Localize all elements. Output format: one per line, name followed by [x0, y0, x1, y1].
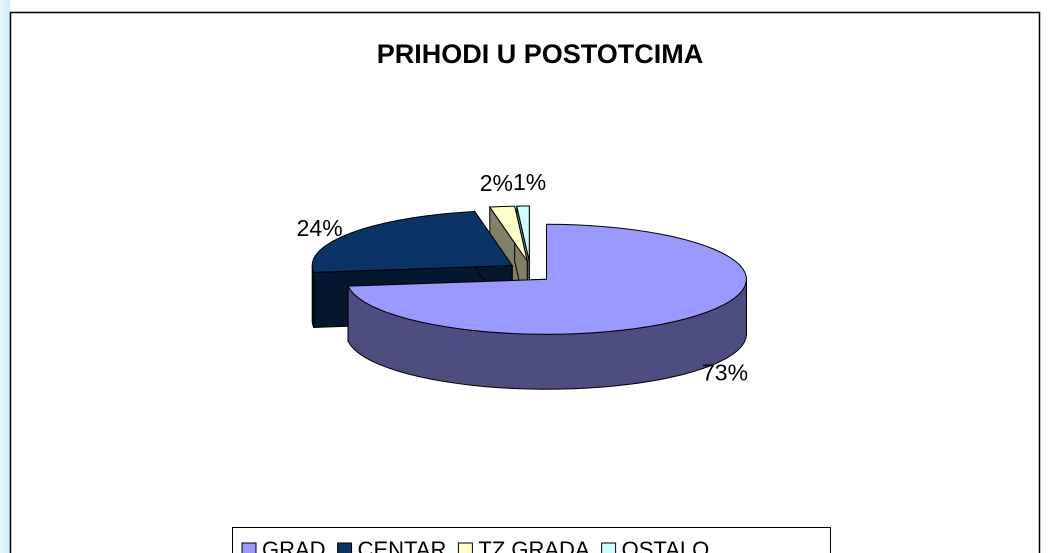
legend: GRAD CENTAR TZ GRADA OSTALO [241, 537, 710, 553]
slice [311, 210, 514, 273]
data-label: 2% [480, 170, 513, 196]
pie: 73% 24% 2% 1% [297, 169, 748, 390]
slice [347, 223, 747, 335]
legend-swatch [601, 542, 617, 553]
legend-label: GRAD [262, 537, 326, 553]
slice [488, 205, 528, 262]
legend-label: OSTALO [622, 537, 710, 553]
data-label: 24% [297, 215, 343, 241]
side-strip [0, 0, 10, 553]
slice-side [311, 265, 315, 328]
chart-title: PRIHODI U POSTOTCIMA [377, 39, 704, 69]
legend-box [232, 527, 831, 553]
legend-swatch [457, 542, 473, 553]
slice [516, 205, 530, 262]
data-label: 1% [513, 169, 546, 195]
legend-label: TZ GRADA [478, 537, 590, 553]
legend-label: CENTAR [358, 537, 447, 553]
legend-swatch [337, 542, 353, 553]
data-label: 73% [702, 359, 748, 385]
legend-swatch [241, 542, 257, 553]
